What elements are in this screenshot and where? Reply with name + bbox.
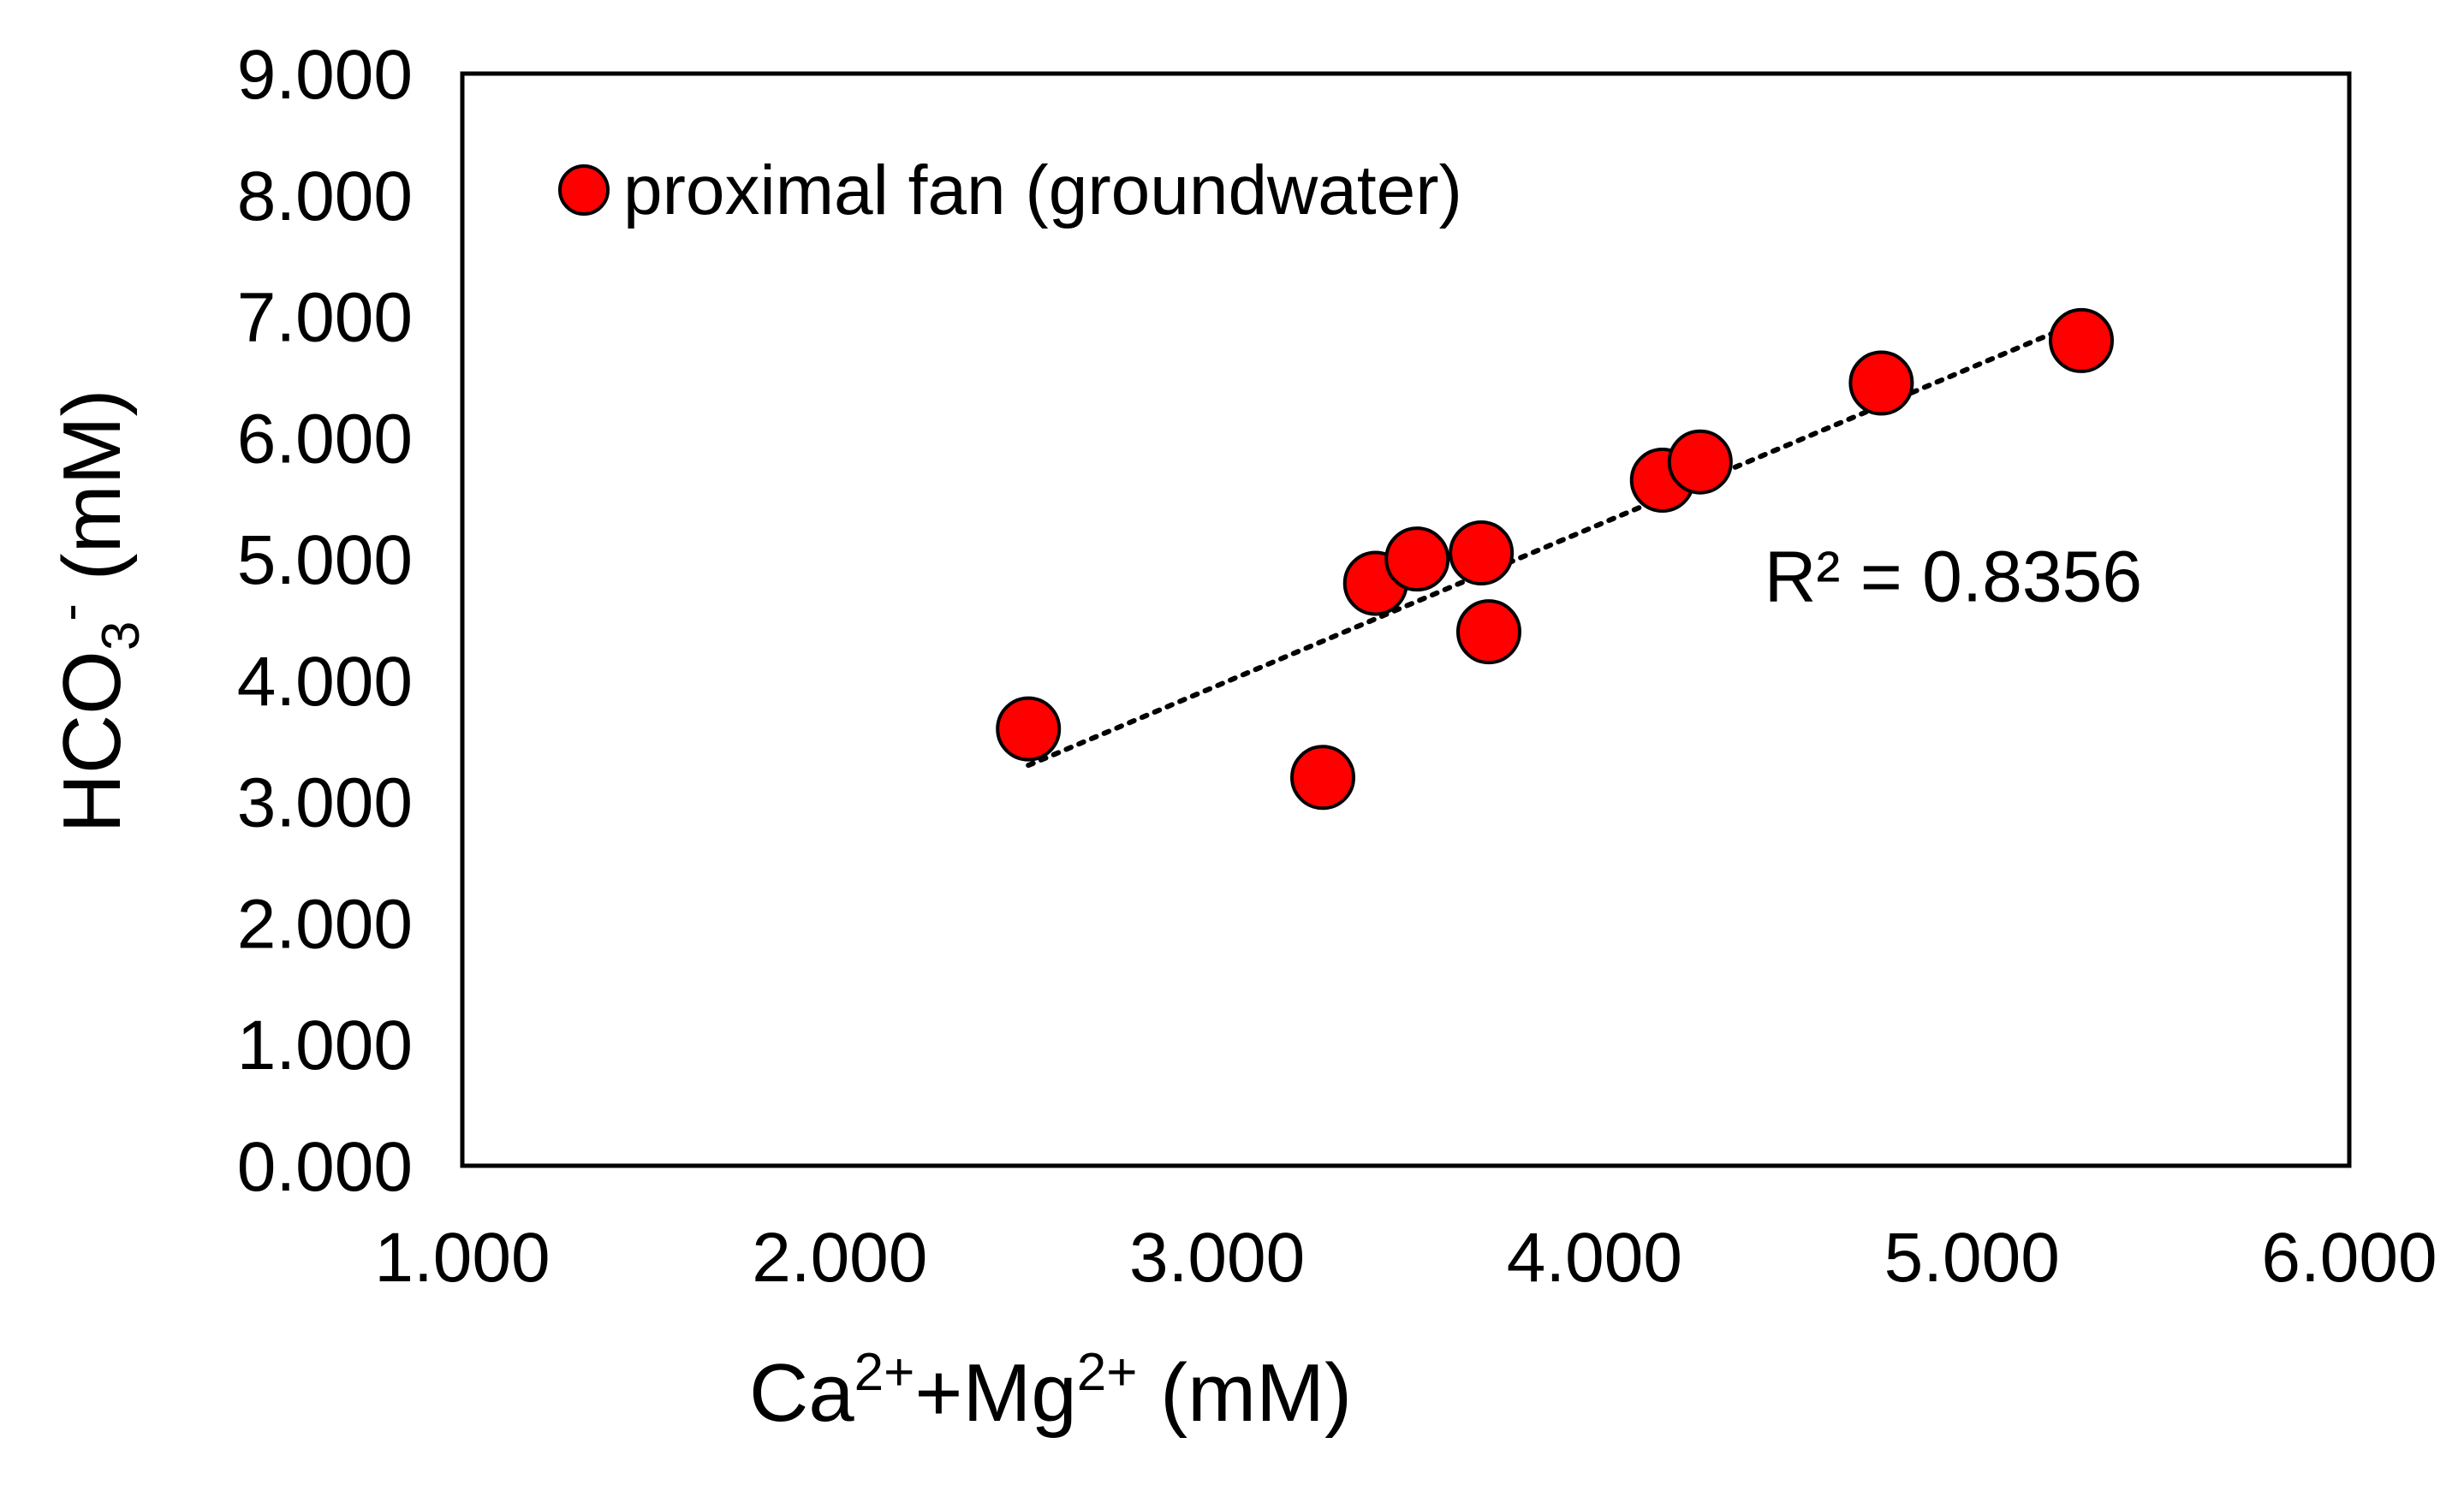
y-axis-title: HCO3- (mM) xyxy=(40,389,151,833)
data-point xyxy=(1384,526,1450,592)
y-tick-label: 2.000 xyxy=(237,885,413,963)
y-title-sub: 3 xyxy=(92,621,151,650)
legend-label: proximal fan (groundwater) xyxy=(623,151,1462,229)
data-point xyxy=(1449,520,1515,586)
x-title-sup2: 2+ xyxy=(1077,1343,1138,1402)
data-points xyxy=(996,307,2115,811)
plot-area-frame xyxy=(460,71,2352,1168)
x-title-sup1: 2+ xyxy=(854,1343,915,1402)
x-axis-tick-labels: 1.000 2.000 3.000 4.000 5.000 6.000 xyxy=(374,1219,2437,1297)
data-point xyxy=(2049,307,2115,373)
y-title-unit: (mM) xyxy=(46,389,138,603)
data-point xyxy=(1848,350,1914,416)
data-point xyxy=(1455,599,1521,665)
y-title-sup: - xyxy=(40,603,99,621)
data-point xyxy=(996,696,1062,762)
x-tick-label: 4.000 xyxy=(1507,1219,1682,1297)
x-axis-title: Ca2++Mg2+ (mM) xyxy=(749,1343,1352,1439)
legend: proximal fan (groundwater) xyxy=(558,151,1462,229)
x-tick-label: 2.000 xyxy=(752,1219,927,1297)
y-tick-label: 9.000 xyxy=(237,36,413,114)
x-tick-label: 6.000 xyxy=(2261,1219,2437,1297)
x-tick-label: 3.000 xyxy=(1129,1219,1305,1297)
legend-marker xyxy=(558,164,610,216)
y-tick-label: 4.000 xyxy=(237,643,413,721)
x-title-unit: (mM) xyxy=(1138,1347,1353,1439)
x-title-ca: Ca xyxy=(749,1347,854,1439)
y-axis-tick-labels: 0.000 1.000 2.000 3.000 4.000 5.000 6.000 7.000… xyxy=(237,36,413,1206)
x-tick-label: 5.000 xyxy=(1884,1219,2060,1297)
y-tick-label: 7.000 xyxy=(237,279,413,357)
y-tick-label: 5.000 xyxy=(237,521,413,599)
x-title-mg: +Mg xyxy=(914,1347,1076,1439)
y-tick-label: 1.000 xyxy=(237,1007,413,1084)
y-tick-label: 8.000 xyxy=(237,157,413,235)
y-tick-label: 3.000 xyxy=(237,764,413,842)
y-title-hco: HCO xyxy=(46,650,138,833)
data-point xyxy=(1667,429,1733,495)
y-tick-label: 0.000 xyxy=(237,1128,413,1206)
r-squared-annotation: R² = 0.8356 xyxy=(1765,537,2142,617)
data-point xyxy=(1290,745,1356,811)
y-tick-label: 6.000 xyxy=(237,400,413,478)
x-tick-label: 1.000 xyxy=(374,1219,550,1297)
